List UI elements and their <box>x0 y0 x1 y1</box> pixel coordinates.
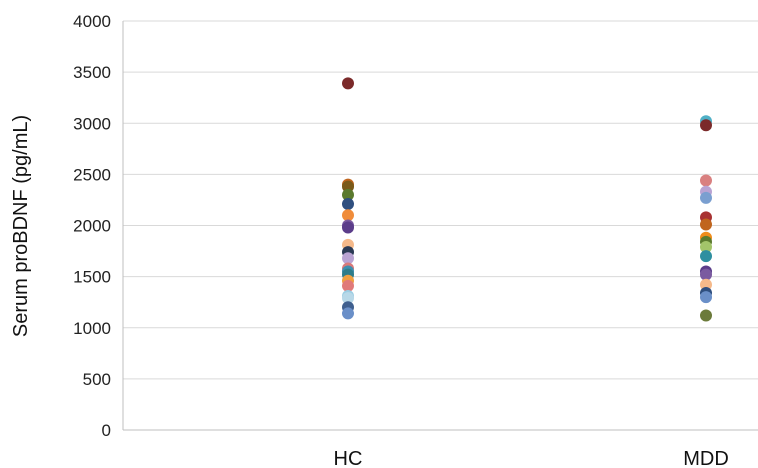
y-tick-label: 2500 <box>73 165 111 184</box>
gridlines <box>123 20 758 380</box>
x-axis-categories: HC MDD <box>334 448 729 468</box>
data-point <box>342 279 354 292</box>
data-point <box>700 191 712 204</box>
data-points <box>342 77 712 322</box>
y-tick-label: 1000 <box>73 319 111 338</box>
data-point <box>342 188 354 201</box>
data-point <box>700 268 712 281</box>
y-tick-label: 4000 <box>73 12 111 31</box>
data-point <box>342 252 354 265</box>
y-tick-label: 3000 <box>73 114 111 133</box>
y-tick-label: 0 <box>102 421 111 440</box>
data-point <box>342 209 354 222</box>
data-point <box>700 291 712 304</box>
y-tick-label: 2000 <box>73 217 111 236</box>
data-point <box>342 198 354 211</box>
data-point <box>700 218 712 231</box>
y-axis-title: Serum proBDNF (pg/mL) <box>10 115 32 337</box>
y-tick-label: 500 <box>83 370 111 389</box>
data-point <box>700 240 712 253</box>
y-axis-ticks: 0 500 1000 1500 2000 2500 3000 3500 4000 <box>73 12 111 440</box>
x-category-label: HC <box>334 448 363 468</box>
x-category-label: MDD <box>683 448 729 468</box>
data-point <box>700 174 712 187</box>
data-point <box>342 77 354 90</box>
data-point <box>342 221 354 234</box>
y-tick-label: 3500 <box>73 63 111 82</box>
data-point <box>700 309 712 322</box>
data-point <box>700 250 712 263</box>
data-point <box>342 307 354 320</box>
y-tick-label: 1500 <box>73 268 111 287</box>
data-point <box>700 119 712 132</box>
data-point <box>342 292 354 305</box>
